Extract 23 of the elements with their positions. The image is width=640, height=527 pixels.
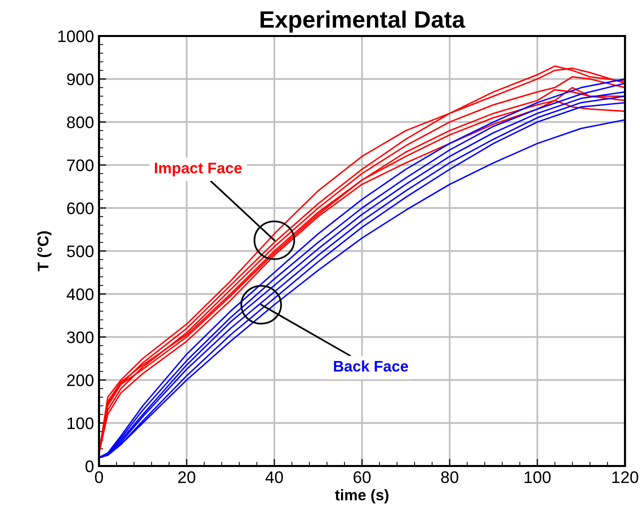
x-tick-label: 60: [354, 471, 371, 484]
annotation: Back Face: [334, 360, 408, 372]
x-tick-label: 20: [178, 471, 196, 484]
y-tick-label: 800: [67, 116, 94, 128]
y-tick-label: 400: [66, 288, 94, 300]
x-tick-label: 40: [265, 471, 283, 484]
y-tick-label: 500: [67, 245, 94, 258]
y-tick-label: 200: [67, 374, 94, 386]
y-tick-label: 100: [68, 417, 94, 430]
y-axis-title: T (°C): [37, 231, 52, 272]
x-tick-label: 0: [95, 471, 103, 484]
x-tick-label: 80: [441, 471, 458, 484]
x-tick-label: 100: [524, 471, 551, 484]
y-tick-label: 0: [86, 460, 94, 472]
annotation: Impact Face: [154, 162, 242, 176]
y-tick-label: 900: [67, 73, 94, 86]
y-tick-label: 600: [67, 202, 94, 214]
y-tick-label: 1000: [58, 30, 94, 42]
x-axis-title: time (s): [335, 489, 388, 504]
y-tick-label: 700: [67, 159, 94, 172]
chart-title: Experimental Data: [260, 10, 466, 33]
x-tick-label: 120: [612, 471, 638, 484]
y-tick-label: 300: [66, 331, 94, 344]
